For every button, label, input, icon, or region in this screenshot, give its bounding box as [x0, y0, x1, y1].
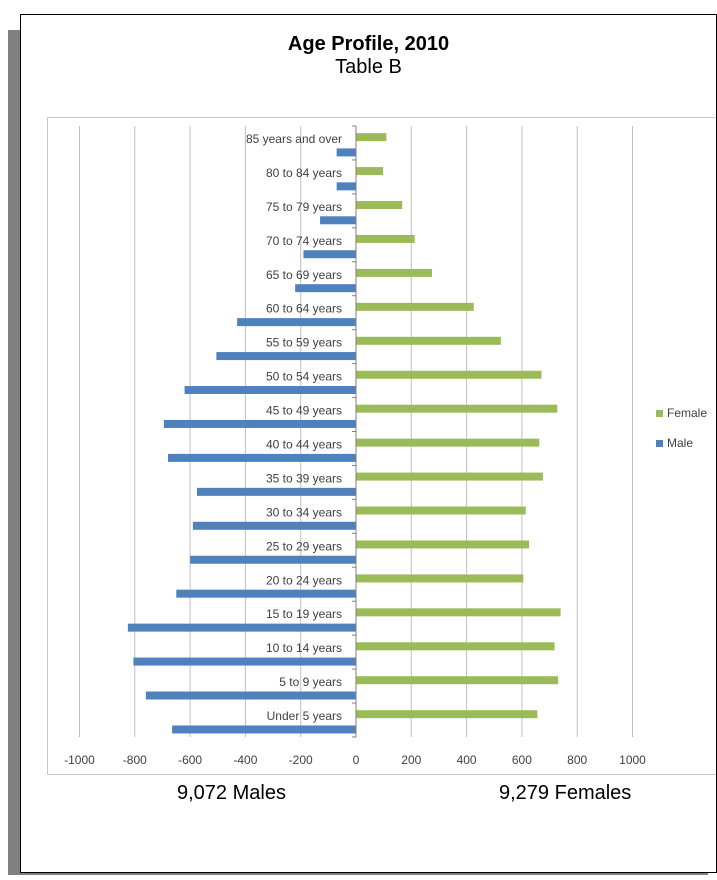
category-label: 60 to 64 years [266, 302, 342, 316]
female-bar [356, 167, 384, 176]
male-bar [336, 148, 356, 157]
x-tick-label: 1000 [619, 753, 646, 767]
x-tick-label: 200 [401, 753, 421, 767]
male-bar [295, 284, 356, 293]
category-label: 5 to 9 years [279, 675, 342, 689]
female-total: 9,279 Females [499, 782, 632, 804]
category-label: 45 to 49 years [266, 404, 342, 418]
female-bar [356, 710, 538, 719]
male-bar [190, 555, 356, 564]
female-bar [356, 404, 558, 413]
category-label: 10 to 14 years [266, 641, 342, 655]
female-bar [356, 370, 542, 379]
male-bar [176, 589, 356, 598]
male-bar [216, 352, 356, 361]
x-tick-label: -600 [178, 753, 202, 767]
category-label: Under 5 years [267, 709, 342, 723]
x-tick-label: 600 [512, 753, 532, 767]
male-bar [303, 250, 356, 259]
category-label: 75 to 79 years [266, 200, 342, 214]
chart-title: Age Profile, 2010 [287, 33, 450, 55]
plot-area: Under 5 years 5 to 9 years 10 to 14 years 1… [47, 117, 716, 775]
female-bar [356, 642, 555, 651]
female-bar [356, 608, 561, 617]
male-bar [133, 657, 356, 666]
chart-card: Age Profile, 2010 Table B Under 5 years 5… [20, 14, 717, 873]
male-bar [172, 725, 356, 734]
male-bar [192, 521, 356, 530]
female-bar [356, 438, 540, 447]
x-tick-label: -200 [289, 753, 313, 767]
category-label: 40 to 44 years [266, 437, 342, 451]
x-tick-label: 400 [457, 753, 477, 767]
population-pyramid: Under 5 years 5 to 9 years 10 to 14 years 1… [64, 125, 707, 767]
category-label: 50 to 54 years [266, 370, 342, 384]
legend-label-male: Male [667, 436, 693, 450]
category-label: 55 to 59 years [266, 336, 342, 350]
male-bar [197, 487, 356, 496]
legend-label-female: Female [667, 406, 707, 420]
legend-swatch-male [656, 440, 663, 447]
female-bar [356, 234, 415, 243]
female-bar [356, 201, 403, 210]
male-total: 9,072 Males [177, 782, 286, 804]
category-label: 35 to 39 years [266, 471, 342, 485]
category-label: 15 to 19 years [266, 607, 342, 621]
male-bar [167, 453, 356, 462]
female-bar [356, 676, 559, 685]
x-tick-label: -800 [123, 753, 147, 767]
category-label: 80 to 84 years [266, 166, 342, 180]
male-bar [163, 419, 356, 428]
female-bar [356, 574, 524, 583]
male-bar [336, 182, 356, 191]
male-bar [184, 386, 356, 395]
female-bar [356, 506, 526, 515]
female-bar [356, 302, 474, 311]
female-bar [356, 133, 387, 142]
male-bar [320, 216, 356, 225]
category-label: 25 to 29 years [266, 539, 342, 553]
category-label: 30 to 34 years [266, 505, 342, 519]
female-bar [356, 336, 501, 345]
x-tick-label: 800 [567, 753, 587, 767]
category-label: 85 years and over [246, 132, 342, 146]
category-label: 65 to 69 years [266, 268, 342, 282]
male-bar [145, 691, 356, 700]
male-bar [237, 318, 356, 327]
x-tick-label: -1000 [64, 753, 95, 767]
category-label: 70 to 74 years [266, 234, 342, 248]
legend-swatch-female [656, 410, 663, 417]
chart-subtitle: Table B [335, 56, 402, 78]
category-label: 20 to 24 years [266, 573, 342, 587]
female-bar [356, 540, 530, 549]
x-tick-label: -400 [233, 753, 257, 767]
female-bar [356, 472, 543, 481]
x-tick-label: 0 [353, 753, 360, 767]
female-bar [356, 268, 433, 277]
male-bar [127, 623, 356, 632]
